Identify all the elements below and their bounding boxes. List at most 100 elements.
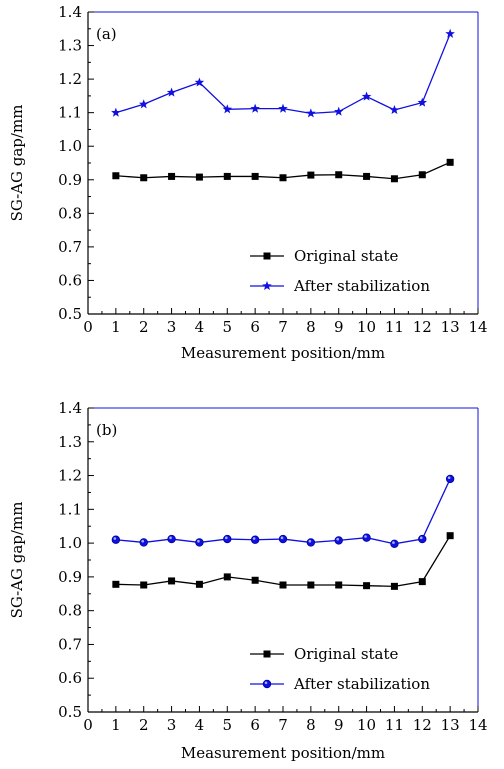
y-tick-label: 0.8: [58, 204, 82, 222]
x-tick-label: 7: [278, 318, 288, 336]
x-tick-label: 11: [385, 716, 404, 734]
data-point-highlight: [224, 536, 228, 540]
x-tick-label: 9: [334, 318, 344, 336]
y-tick-label: 0.9: [58, 171, 82, 189]
x-tick-label: 0: [83, 318, 93, 336]
legend-label: Original state: [294, 247, 399, 265]
y-tick-label: 1.4: [58, 3, 82, 21]
y-axis-title: SG-AG gap/mm: [8, 502, 26, 619]
series-original-state: [112, 532, 454, 590]
data-point: [223, 534, 232, 544]
y-tick-label: 1.3: [58, 433, 82, 451]
data-point: [445, 28, 455, 38]
legend-entry: Original state: [250, 645, 399, 663]
x-tick-label: 2: [139, 716, 149, 734]
data-point: [251, 576, 259, 584]
x-tick-label: 12: [413, 318, 432, 336]
series-line: [115, 478, 451, 545]
y-tick-label: 0.8: [58, 602, 82, 620]
data-point: [363, 582, 371, 590]
y-tick-label: 0.6: [58, 669, 82, 687]
y-tick-label: 1.3: [58, 37, 82, 55]
data-point: [446, 158, 454, 166]
data-point: [307, 581, 315, 589]
data-point-highlight: [392, 541, 395, 544]
data-point: [445, 474, 455, 484]
data-point: [418, 578, 426, 586]
legend-marker-highlight: [264, 681, 268, 685]
data-point-highlight: [280, 536, 284, 540]
x-axis-title: Measurement position/mm: [181, 344, 385, 362]
data-point-highlight: [419, 536, 423, 540]
x-tick-label: 4: [195, 318, 205, 336]
y-tick-label: 1.1: [58, 500, 82, 518]
data-point: [223, 172, 231, 180]
legend: Original state After stabilization: [250, 247, 430, 295]
y-tick-label: 1.0: [58, 534, 82, 552]
data-point: [334, 536, 343, 545]
data-point: [418, 171, 426, 179]
legend-marker: [263, 252, 271, 260]
x-tick-label: 11: [385, 318, 404, 336]
data-point-highlight: [113, 537, 117, 540]
legend-label: After stabilization: [293, 675, 430, 693]
legend-label: Original state: [294, 645, 399, 663]
legend-marker: [262, 281, 272, 291]
y-tick-label: 0.7: [58, 238, 82, 256]
data-point-highlight: [169, 536, 172, 540]
data-point: [418, 534, 427, 544]
legend-marker: [263, 650, 271, 658]
y-tick-label: 0.9: [58, 568, 82, 586]
data-point: [278, 534, 288, 544]
x-tick-label: 14: [468, 318, 487, 336]
data-point: [390, 539, 399, 548]
x-axis-title: Measurement position/mm: [181, 744, 385, 762]
chart-panel-a: 0 1 2 3 4 5 6 7 8 9 10 11 12 13 140.50.60.70.80.91.01.…: [8, 3, 488, 362]
data-point: [307, 171, 315, 179]
data-point: [111, 535, 121, 544]
data-point: [361, 91, 372, 101]
data-point: [306, 108, 316, 118]
data-point: [195, 173, 203, 181]
series-after-stabilization: [111, 474, 455, 548]
y-tick-label: 0.5: [58, 305, 82, 323]
x-tick-label: 8: [306, 716, 316, 734]
data-point: [138, 99, 149, 109]
panel-label: (a): [96, 25, 117, 43]
x-tick-label: 13: [441, 716, 460, 734]
data-point: [167, 534, 176, 544]
data-point: [222, 104, 233, 114]
legend-marker: [262, 679, 272, 689]
data-point: [168, 577, 176, 585]
y-tick-label: 1.2: [58, 467, 82, 485]
data-point-highlight: [364, 535, 367, 538]
x-tick-label: 4: [195, 716, 205, 734]
y-tick-label: 1.4: [58, 399, 82, 417]
panel-label: (b): [96, 421, 117, 439]
data-point: [306, 538, 316, 547]
y-tick-label: 1.0: [58, 137, 82, 155]
x-tick-label: 5: [223, 716, 233, 734]
series-line: [115, 33, 451, 114]
data-point: [166, 87, 177, 97]
data-point: [335, 171, 343, 179]
data-point-highlight: [308, 539, 312, 543]
y-tick-label: 1.2: [58, 70, 82, 88]
data-point: [362, 533, 371, 542]
y-tick-label: 0.5: [58, 703, 82, 721]
data-point: [250, 103, 260, 113]
x-tick-label: 0: [83, 716, 93, 734]
x-tick-label: 2: [139, 318, 149, 336]
legend-entry: Original state: [250, 247, 399, 265]
x-tick-label: 3: [167, 318, 177, 336]
data-point: [112, 580, 120, 588]
data-point: [363, 172, 371, 180]
data-point: [278, 103, 288, 113]
data-point: [250, 535, 260, 544]
legend-label: After stabilization: [293, 277, 430, 295]
x-tick-label: 1: [111, 318, 121, 336]
x-tick-label: 6: [250, 318, 260, 336]
data-point: [251, 172, 259, 180]
data-point-highlight: [141, 539, 145, 543]
